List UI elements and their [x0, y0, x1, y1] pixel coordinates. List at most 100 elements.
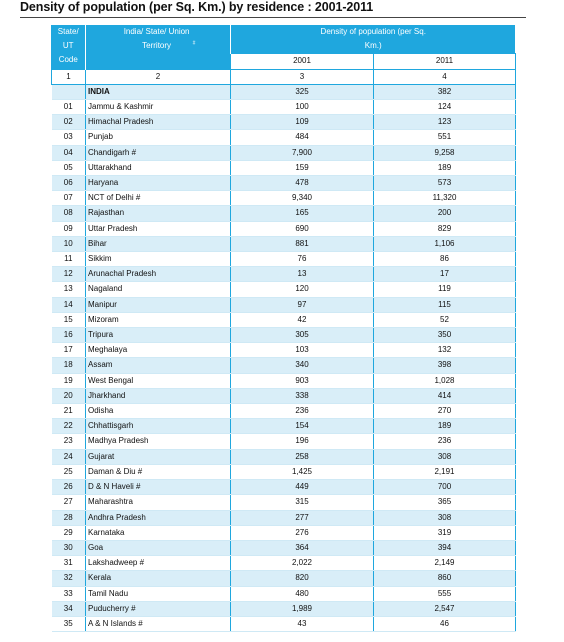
- density-2011: 382: [373, 84, 516, 101]
- column-number-1: 1: [51, 68, 86, 85]
- density-2011: 551: [373, 129, 516, 146]
- table-row: 21 Odisha 236 270: [51, 403, 516, 420]
- density-2001: 881: [230, 236, 374, 253]
- state-code: 35: [51, 616, 86, 633]
- density-2011: 398: [373, 357, 516, 374]
- page-title: Density of population (per Sq. Km.) by r…: [20, 0, 374, 14]
- density-2001: 449: [230, 479, 374, 496]
- density-2001: 1,989: [230, 601, 374, 617]
- state-name: Odisha: [85, 403, 231, 420]
- density-2011: 124: [373, 99, 516, 116]
- state-code: 33: [51, 586, 86, 602]
- state-name: Kerala: [85, 570, 231, 587]
- table-row: 09 Uttar Pradesh 690 829: [51, 221, 516, 237]
- state-code: 24: [51, 449, 86, 465]
- density-2011: 365: [373, 494, 516, 511]
- state-code: 17: [51, 342, 86, 359]
- state-name: Gujarat: [85, 449, 231, 465]
- density-2001: 277: [230, 510, 374, 526]
- density-2001: 76: [230, 251, 374, 268]
- density-2001: 325: [230, 84, 374, 101]
- state-code: 03: [51, 129, 86, 146]
- table-row: 04 Chandigarh #7,900 9,258: [51, 145, 516, 161]
- state-name: Punjab: [85, 129, 231, 146]
- state-code: 34: [51, 601, 86, 617]
- density-2001: 2,022: [230, 555, 374, 572]
- column-number-4: 4: [373, 68, 516, 85]
- density-2011: 2,547: [373, 601, 516, 617]
- state-name: Jammu & Kashmir: [85, 99, 231, 116]
- density-2011: 308: [373, 449, 516, 465]
- density-2011: 86: [373, 251, 516, 268]
- state-name: Tamil Nadu: [85, 586, 231, 602]
- table-row: 07 NCT of Delhi #9,340 11,320: [51, 190, 516, 207]
- density-2001: 196: [230, 433, 374, 450]
- state-name: Manipur: [85, 297, 231, 313]
- density-2001: 820: [230, 570, 374, 587]
- state-name: Rajasthan: [85, 205, 231, 222]
- density-2001: 120: [230, 281, 374, 298]
- density-2011: 119: [373, 281, 516, 298]
- state-name: Bihar: [85, 236, 231, 253]
- state-name: D & N Haveli #: [85, 479, 231, 496]
- density-2011: 9,258: [373, 145, 516, 161]
- table-row: 17 Meghalaya 103 132: [51, 342, 516, 359]
- state-code: 13: [51, 281, 86, 298]
- state-code: 30: [51, 540, 86, 557]
- density-2011: 829: [373, 221, 516, 237]
- table-row: 35 A & N Islands #43 46: [51, 616, 516, 633]
- table-row: 26 D & N Haveli #449 700: [51, 479, 516, 496]
- table-row: 16 Tripura 305 350: [51, 327, 516, 344]
- state-code: 04: [51, 145, 86, 161]
- density-2011: 700: [373, 479, 516, 496]
- density-2001: 484: [230, 129, 374, 146]
- density-2001: 338: [230, 388, 374, 405]
- density-2001: 903: [230, 373, 374, 389]
- state-code: 29: [51, 525, 86, 541]
- state-code: 19: [51, 373, 86, 389]
- state-name: Chandigarh #: [85, 145, 231, 161]
- state-name: Sikkim: [85, 251, 231, 268]
- density-2001: 364: [230, 540, 374, 557]
- density-2001: 315: [230, 494, 374, 511]
- density-2011: 17: [373, 266, 516, 283]
- table-row: 30 Goa 364 394: [51, 540, 516, 557]
- state-name: NCT of Delhi #: [85, 190, 231, 207]
- density-2011: 189: [373, 418, 516, 435]
- state-name: A & N Islands #: [85, 616, 231, 633]
- header-year-2011: 2011: [373, 53, 516, 70]
- density-2011: 555: [373, 586, 516, 602]
- table-row: 24 Gujarat 258 308: [51, 449, 516, 465]
- state-code: 23: [51, 433, 86, 450]
- density-2001: 103: [230, 342, 374, 359]
- state-name: Himachal Pradesh: [85, 114, 231, 131]
- density-2001: 165: [230, 205, 374, 222]
- table-row: 20 Jharkhand 338 414: [51, 388, 516, 405]
- density-2001: 258: [230, 449, 374, 465]
- density-2001: 690: [230, 221, 374, 237]
- state-code: 28: [51, 510, 86, 526]
- density-2011: 414: [373, 388, 516, 405]
- density-2011: 200: [373, 205, 516, 222]
- density-2001: 42: [230, 312, 374, 329]
- state-code: 14: [51, 297, 86, 313]
- density-2011: 123: [373, 114, 516, 131]
- table-row: 18 Assam 340 398: [51, 357, 516, 374]
- table-row: 08 Rajasthan 165 200: [51, 205, 516, 222]
- state-code: 08: [51, 205, 86, 222]
- table-row: 02 Himachal Pradesh 109 123: [51, 114, 516, 131]
- density-2001: 236: [230, 403, 374, 420]
- state-name: Maharashtra: [85, 494, 231, 511]
- density-2011: 1,106: [373, 236, 516, 253]
- density-2001: 9,340: [230, 190, 374, 207]
- state-code: 06: [51, 175, 86, 192]
- density-2001: 43: [230, 616, 374, 633]
- density-2001: 276: [230, 525, 374, 541]
- table-row: 01 Jammu & Kashmir 100 124: [51, 99, 516, 116]
- table-row: 32 Kerala 820 860: [51, 570, 516, 587]
- state-name: Andhra Pradesh: [85, 510, 231, 526]
- density-2011: 270: [373, 403, 516, 420]
- table-row: 11 Sikkim 76 86: [51, 251, 516, 268]
- table-row: 27 Maharashtra 315 365: [51, 494, 516, 511]
- density-2011: 132: [373, 342, 516, 359]
